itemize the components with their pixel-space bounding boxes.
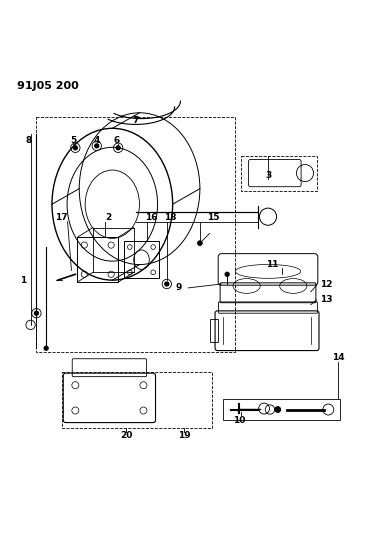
Text: 14: 14 xyxy=(332,353,345,362)
Text: 12: 12 xyxy=(320,279,333,288)
Circle shape xyxy=(225,272,229,276)
Text: 10: 10 xyxy=(232,416,245,425)
Text: 5: 5 xyxy=(70,135,76,144)
Circle shape xyxy=(275,407,280,412)
Text: 13: 13 xyxy=(320,295,333,304)
Text: 6: 6 xyxy=(113,135,119,144)
Text: 17: 17 xyxy=(55,213,68,222)
Text: 91J05 200: 91J05 200 xyxy=(17,80,79,91)
Text: 15: 15 xyxy=(207,213,220,222)
Text: 2: 2 xyxy=(105,213,112,222)
Text: 7: 7 xyxy=(132,116,139,125)
Circle shape xyxy=(116,146,120,150)
Circle shape xyxy=(44,346,48,350)
Text: 20: 20 xyxy=(120,431,132,440)
Text: 4: 4 xyxy=(94,135,100,144)
Text: 19: 19 xyxy=(178,431,191,440)
Circle shape xyxy=(34,311,38,315)
Text: 11: 11 xyxy=(266,260,278,269)
Text: 18: 18 xyxy=(165,213,177,222)
Text: 3: 3 xyxy=(265,171,271,180)
Circle shape xyxy=(95,144,99,148)
Circle shape xyxy=(198,241,202,245)
Text: 1: 1 xyxy=(20,276,26,285)
Circle shape xyxy=(165,282,169,286)
Circle shape xyxy=(198,241,202,245)
Circle shape xyxy=(73,146,77,150)
Text: 8: 8 xyxy=(25,135,32,144)
Text: 9: 9 xyxy=(175,284,181,293)
Text: 16: 16 xyxy=(145,213,158,222)
